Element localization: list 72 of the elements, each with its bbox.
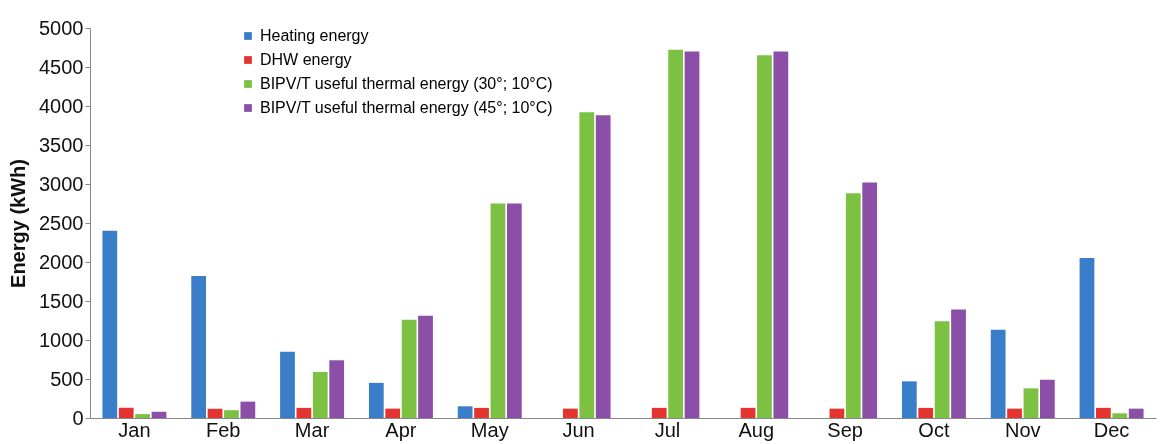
x-tick-label: Jul — [654, 418, 681, 441]
bar — [385, 408, 401, 418]
x-tick-label: Aug — [738, 418, 775, 441]
bar — [280, 351, 295, 418]
bar — [490, 203, 506, 418]
bar — [845, 193, 861, 418]
bar — [118, 407, 134, 418]
x-tick-label: May — [470, 418, 509, 441]
y-tick-label: 1500 — [39, 289, 84, 312]
x-tick-label: Oct — [918, 418, 950, 441]
bar — [1023, 388, 1039, 418]
legend-label: DHW energy — [260, 51, 352, 68]
y-tick-label: 4000 — [39, 94, 84, 117]
bar — [934, 321, 950, 418]
bar — [1079, 258, 1095, 418]
y-tick-label: 3000 — [39, 172, 84, 195]
bar — [1128, 408, 1144, 418]
bar — [207, 408, 223, 418]
bar — [1096, 407, 1111, 418]
bar — [1039, 379, 1055, 418]
bar — [757, 55, 772, 418]
bar — [151, 411, 167, 418]
x-tick-label: Dec — [1093, 418, 1130, 441]
bar — [474, 407, 489, 418]
y-tick-label: 3500 — [39, 133, 84, 156]
legend-label: BIPV/T useful thermal energy (30°; 10°C) — [260, 75, 553, 92]
y-tick-label: 4500 — [39, 55, 84, 78]
bar — [595, 115, 611, 418]
bar — [368, 382, 384, 418]
bar — [951, 309, 966, 418]
legend-label: BIPV/T useful thermal energy (45°; 10°C) — [260, 99, 553, 116]
bar — [329, 360, 345, 418]
x-tick-label: Feb — [206, 418, 241, 441]
bar — [506, 203, 522, 418]
bar — [1112, 413, 1128, 418]
x-tick-label: Sep — [827, 418, 863, 441]
y-axis-title: Energy (kWh) — [7, 159, 30, 288]
y-tick-label: 5000 — [39, 16, 84, 39]
bar — [1007, 408, 1022, 418]
bar — [418, 315, 433, 418]
x-tick-label: Nov — [1004, 418, 1041, 441]
y-tick-label: 2000 — [39, 250, 84, 273]
x-tick-label: Mar — [294, 418, 330, 441]
x-tick-label: Apr — [385, 418, 417, 441]
bar — [563, 408, 578, 418]
bar — [135, 414, 150, 418]
bar — [829, 408, 845, 418]
y-tick-label: 2500 — [39, 211, 84, 234]
y-tick-label: 0 — [72, 406, 84, 429]
legend-label: Heating energy — [260, 27, 369, 44]
bar — [773, 51, 789, 418]
bar — [102, 230, 118, 418]
bar — [240, 401, 256, 418]
bar — [296, 407, 312, 418]
bar — [918, 407, 934, 418]
bar — [862, 182, 878, 418]
bar — [684, 51, 700, 418]
bar — [579, 112, 595, 418]
bar — [740, 407, 756, 418]
bar — [668, 49, 683, 418]
bar — [457, 406, 473, 418]
bar — [990, 329, 1006, 418]
bar — [191, 276, 207, 418]
y-tick-label: 500 — [50, 367, 84, 390]
bar — [651, 407, 667, 418]
bar — [312, 371, 328, 418]
bar — [401, 319, 417, 418]
y-tick-label: 1000 — [39, 328, 84, 351]
x-tick-label: Jun — [562, 418, 595, 441]
x-tick-label: Jan — [118, 418, 151, 441]
bar — [224, 410, 239, 418]
bar — [901, 381, 917, 418]
